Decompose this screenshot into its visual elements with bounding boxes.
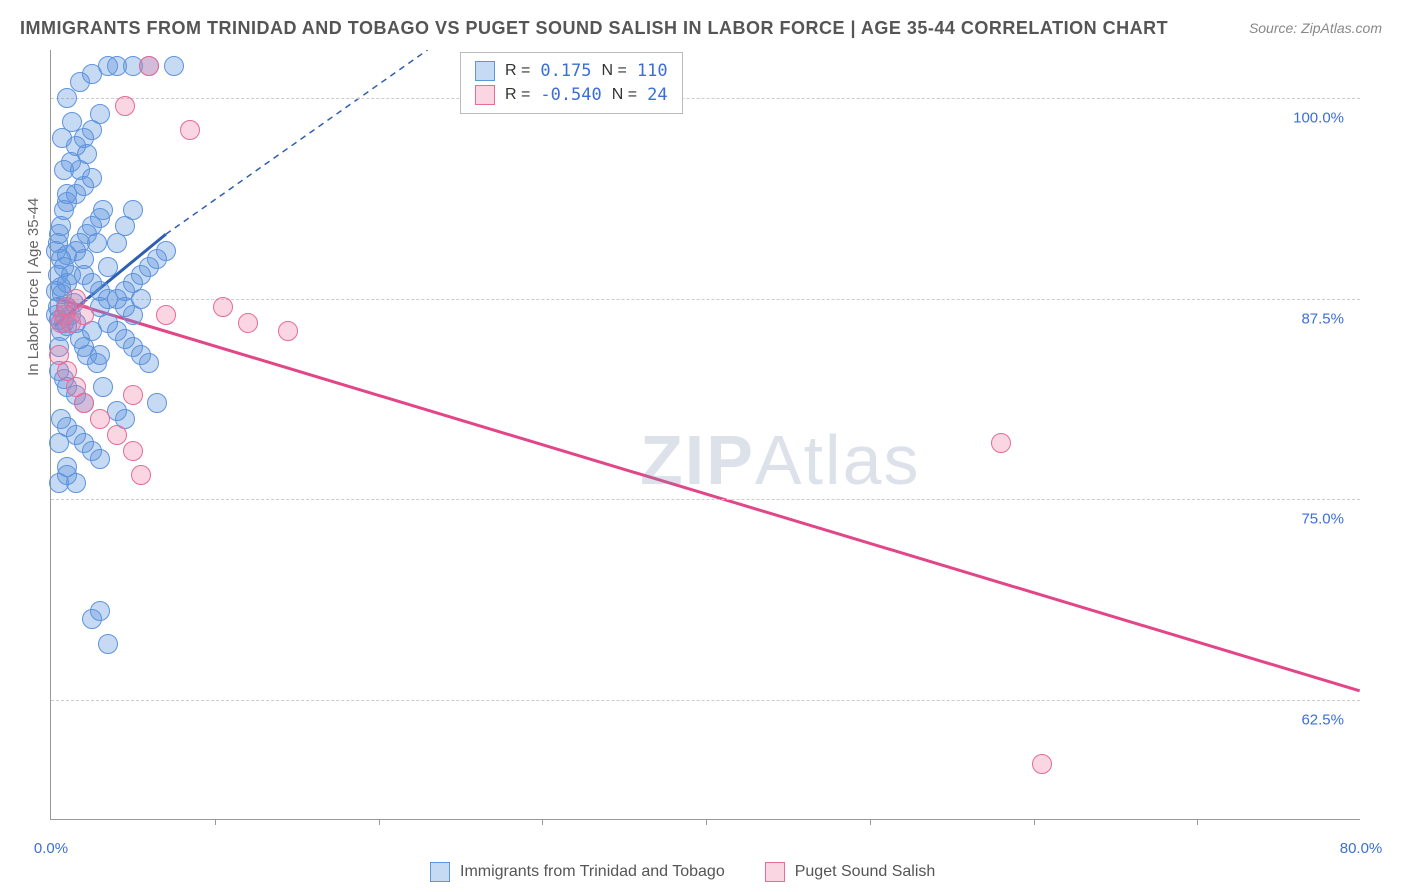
gridline-h bbox=[51, 98, 1360, 99]
data-point-series-1 bbox=[49, 224, 69, 244]
data-point-series-1 bbox=[164, 56, 184, 76]
data-point-series-1 bbox=[156, 241, 176, 261]
data-point-series-2 bbox=[115, 96, 135, 116]
correlation-legend: R = 0.175 N = 110 R = -0.540 N = 24 bbox=[460, 52, 683, 114]
legend-row-series-1: R = 0.175 N = 110 bbox=[475, 59, 668, 83]
r-label: R = bbox=[505, 62, 530, 80]
r-label: R = bbox=[505, 86, 530, 104]
data-point-series-1 bbox=[57, 184, 77, 204]
plot-area: In Labor Force | Age 35-44 62.5%75.0%87.… bbox=[50, 50, 1360, 820]
data-point-series-2 bbox=[213, 297, 233, 317]
data-point-series-2 bbox=[74, 393, 94, 413]
y-tick-label: 62.5% bbox=[1301, 711, 1344, 728]
data-point-series-2 bbox=[238, 313, 258, 333]
series-2-r-value: -0.540 bbox=[540, 85, 601, 105]
data-point-series-2 bbox=[74, 305, 94, 325]
n-label: N = bbox=[612, 86, 637, 104]
x-minor-tick bbox=[1197, 819, 1198, 825]
data-point-series-1 bbox=[57, 457, 77, 477]
data-point-series-1 bbox=[147, 393, 167, 413]
x-tick-label: 0.0% bbox=[34, 840, 68, 857]
data-point-series-1 bbox=[98, 634, 118, 654]
y-tick-label: 87.5% bbox=[1301, 310, 1344, 327]
data-point-series-1 bbox=[123, 200, 143, 220]
data-point-series-1 bbox=[62, 112, 82, 132]
data-point-series-2 bbox=[123, 441, 143, 461]
x-minor-tick bbox=[706, 819, 707, 825]
legend-row-series-2: R = -0.540 N = 24 bbox=[475, 83, 668, 107]
data-point-series-2 bbox=[278, 321, 298, 341]
x-tick-label: 80.0% bbox=[1340, 840, 1383, 857]
series-1-swatch bbox=[475, 61, 495, 81]
x-minor-tick bbox=[215, 819, 216, 825]
series-1-swatch bbox=[430, 862, 450, 882]
data-point-series-1 bbox=[139, 353, 159, 373]
data-point-series-1 bbox=[90, 104, 110, 124]
data-point-series-1 bbox=[57, 88, 77, 108]
data-point-series-2 bbox=[139, 56, 159, 76]
data-point-series-1 bbox=[93, 377, 113, 397]
data-point-series-2 bbox=[1032, 754, 1052, 774]
series-1-r-value: 0.175 bbox=[540, 61, 591, 81]
series-1-name: Immigrants from Trinidad and Tobago bbox=[460, 863, 725, 881]
data-point-series-1 bbox=[131, 289, 151, 309]
series-2-swatch bbox=[765, 862, 785, 882]
series-2-n-value: 24 bbox=[647, 85, 667, 105]
gridline-h bbox=[51, 299, 1360, 300]
y-axis-title: In Labor Force | Age 35-44 bbox=[25, 198, 42, 376]
data-point-series-2 bbox=[107, 425, 127, 445]
x-minor-tick bbox=[379, 819, 380, 825]
x-minor-tick bbox=[870, 819, 871, 825]
gridline-h bbox=[51, 700, 1360, 701]
data-point-series-1 bbox=[98, 257, 118, 277]
trend-lines-layer bbox=[51, 50, 1360, 819]
y-tick-label: 75.0% bbox=[1301, 511, 1344, 528]
y-tick-label: 100.0% bbox=[1293, 110, 1344, 127]
data-point-series-2 bbox=[156, 305, 176, 325]
data-point-series-2 bbox=[991, 433, 1011, 453]
x-minor-tick bbox=[542, 819, 543, 825]
chart-title: IMMIGRANTS FROM TRINIDAD AND TOBAGO VS P… bbox=[20, 18, 1168, 39]
data-point-series-1 bbox=[90, 601, 110, 621]
data-point-series-2 bbox=[123, 385, 143, 405]
data-point-series-2 bbox=[131, 465, 151, 485]
legend-item-series-2: Puget Sound Salish bbox=[765, 862, 936, 882]
series-1-n-value: 110 bbox=[637, 61, 668, 81]
x-minor-tick bbox=[1034, 819, 1035, 825]
data-point-series-1 bbox=[93, 200, 113, 220]
source-attribution: Source: ZipAtlas.com bbox=[1249, 20, 1382, 36]
series-legend: Immigrants from Trinidad and Tobago Puge… bbox=[430, 862, 935, 882]
data-point-series-1 bbox=[77, 144, 97, 164]
data-point-series-1 bbox=[90, 449, 110, 469]
data-point-series-1 bbox=[90, 345, 110, 365]
legend-item-series-1: Immigrants from Trinidad and Tobago bbox=[430, 862, 725, 882]
data-point-series-2 bbox=[90, 409, 110, 429]
gridline-h bbox=[51, 499, 1360, 500]
data-point-series-1 bbox=[87, 233, 107, 253]
n-label: N = bbox=[602, 62, 627, 80]
series-2-swatch bbox=[475, 85, 495, 105]
series-2-name: Puget Sound Salish bbox=[795, 863, 936, 881]
data-point-series-2 bbox=[180, 120, 200, 140]
data-point-series-1 bbox=[49, 433, 69, 453]
